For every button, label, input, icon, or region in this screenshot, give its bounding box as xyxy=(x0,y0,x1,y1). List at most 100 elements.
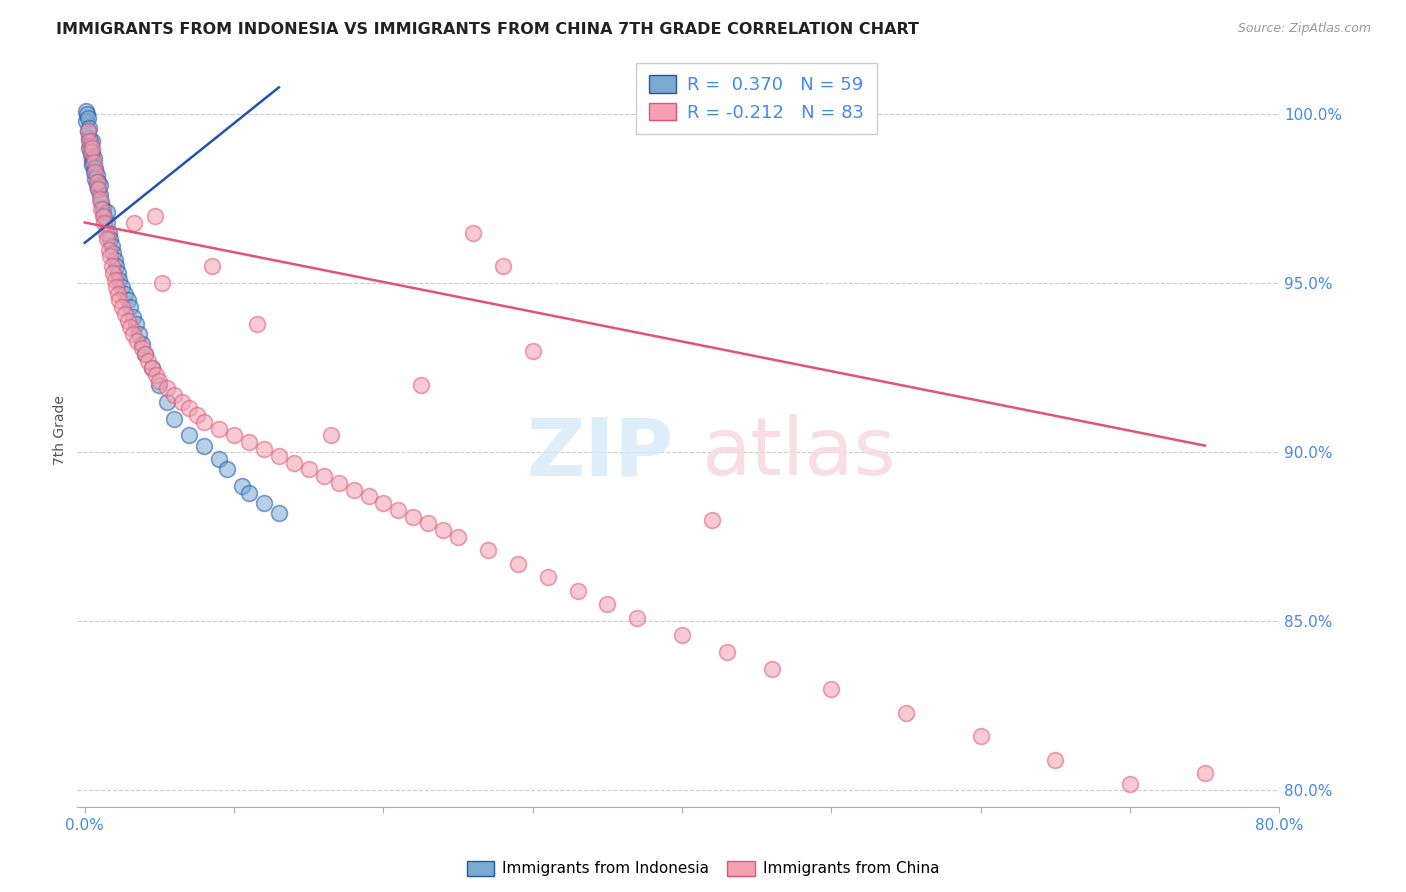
Point xyxy=(131,337,153,351)
Point xyxy=(193,415,215,429)
Point xyxy=(179,428,201,442)
Point xyxy=(82,145,104,159)
Text: ZIP: ZIP xyxy=(527,414,673,492)
Text: Source: ZipAtlas.com: Source: ZipAtlas.com xyxy=(1237,22,1371,36)
Point xyxy=(114,286,136,301)
Point xyxy=(82,135,104,149)
Point xyxy=(87,175,110,189)
Point xyxy=(125,334,148,348)
Point xyxy=(77,131,100,145)
Point xyxy=(86,175,108,189)
Point xyxy=(107,286,129,301)
Point xyxy=(506,557,529,571)
Point xyxy=(80,148,103,162)
Point xyxy=(75,103,97,118)
Point xyxy=(96,205,118,219)
Point xyxy=(93,209,115,223)
Point xyxy=(208,452,231,467)
Point xyxy=(86,168,108,182)
Point xyxy=(122,215,145,229)
Point xyxy=(90,195,112,210)
Point xyxy=(267,449,290,463)
Point xyxy=(76,107,98,121)
Point xyxy=(134,347,156,361)
Point xyxy=(1119,776,1142,790)
Point xyxy=(134,347,156,361)
Point xyxy=(76,111,98,125)
Point xyxy=(231,479,253,493)
Point xyxy=(1194,766,1216,780)
Point xyxy=(75,114,97,128)
Point xyxy=(100,239,122,253)
Point xyxy=(298,462,321,476)
Point xyxy=(104,273,127,287)
Point xyxy=(90,202,112,216)
Point xyxy=(77,141,100,155)
Point xyxy=(111,279,134,293)
Point xyxy=(117,313,139,327)
Point xyxy=(80,154,103,169)
Point xyxy=(447,530,470,544)
Point xyxy=(136,354,159,368)
Point xyxy=(477,543,499,558)
Point xyxy=(84,161,107,176)
Point xyxy=(409,377,432,392)
Point xyxy=(193,439,215,453)
Point xyxy=(170,394,193,409)
Point xyxy=(156,394,179,409)
Point xyxy=(105,279,128,293)
Point xyxy=(128,327,150,342)
Point xyxy=(96,215,118,229)
Point xyxy=(820,681,842,696)
Point xyxy=(253,496,276,510)
Point xyxy=(83,151,105,165)
Point xyxy=(894,706,917,720)
Point xyxy=(108,293,131,308)
Point xyxy=(148,377,170,392)
Point xyxy=(96,232,118,246)
Point xyxy=(156,381,179,395)
Point xyxy=(321,428,343,442)
Point xyxy=(77,120,100,135)
Point xyxy=(117,293,139,308)
Point xyxy=(492,260,515,274)
Point xyxy=(626,611,648,625)
Point xyxy=(124,317,146,331)
Point xyxy=(108,273,131,287)
Point xyxy=(342,483,364,497)
Point xyxy=(89,178,111,193)
Point xyxy=(186,408,208,422)
Point xyxy=(179,401,201,416)
Legend: Immigrants from Indonesia, Immigrants from China: Immigrants from Indonesia, Immigrants fr… xyxy=(461,855,945,882)
Point xyxy=(100,260,122,274)
Point xyxy=(82,141,104,155)
Point xyxy=(94,226,117,240)
Point xyxy=(80,137,103,152)
Point xyxy=(83,165,105,179)
Text: IMMIGRANTS FROM INDONESIA VS IMMIGRANTS FROM CHINA 7TH GRADE CORRELATION CHART: IMMIGRANTS FROM INDONESIA VS IMMIGRANTS … xyxy=(56,22,920,37)
Point xyxy=(215,462,238,476)
Point xyxy=(163,411,186,425)
Point xyxy=(79,135,101,149)
Point xyxy=(537,570,560,584)
Point xyxy=(121,327,143,342)
Point xyxy=(700,513,723,527)
Point xyxy=(101,246,124,260)
Point xyxy=(97,243,120,257)
Point xyxy=(91,202,114,216)
Point xyxy=(596,598,619,612)
Point xyxy=(716,645,738,659)
Point xyxy=(238,486,260,500)
Point xyxy=(87,182,110,196)
Point xyxy=(141,360,163,375)
Point xyxy=(77,135,100,149)
Point xyxy=(111,300,134,314)
Point xyxy=(208,422,231,436)
Legend: R =  0.370   N = 59, R = -0.212   N = 83: R = 0.370 N = 59, R = -0.212 N = 83 xyxy=(637,62,876,135)
Point xyxy=(105,260,128,274)
Point xyxy=(671,628,693,642)
Point xyxy=(418,516,440,531)
Point xyxy=(76,124,98,138)
Point xyxy=(89,192,111,206)
Point xyxy=(87,182,110,196)
